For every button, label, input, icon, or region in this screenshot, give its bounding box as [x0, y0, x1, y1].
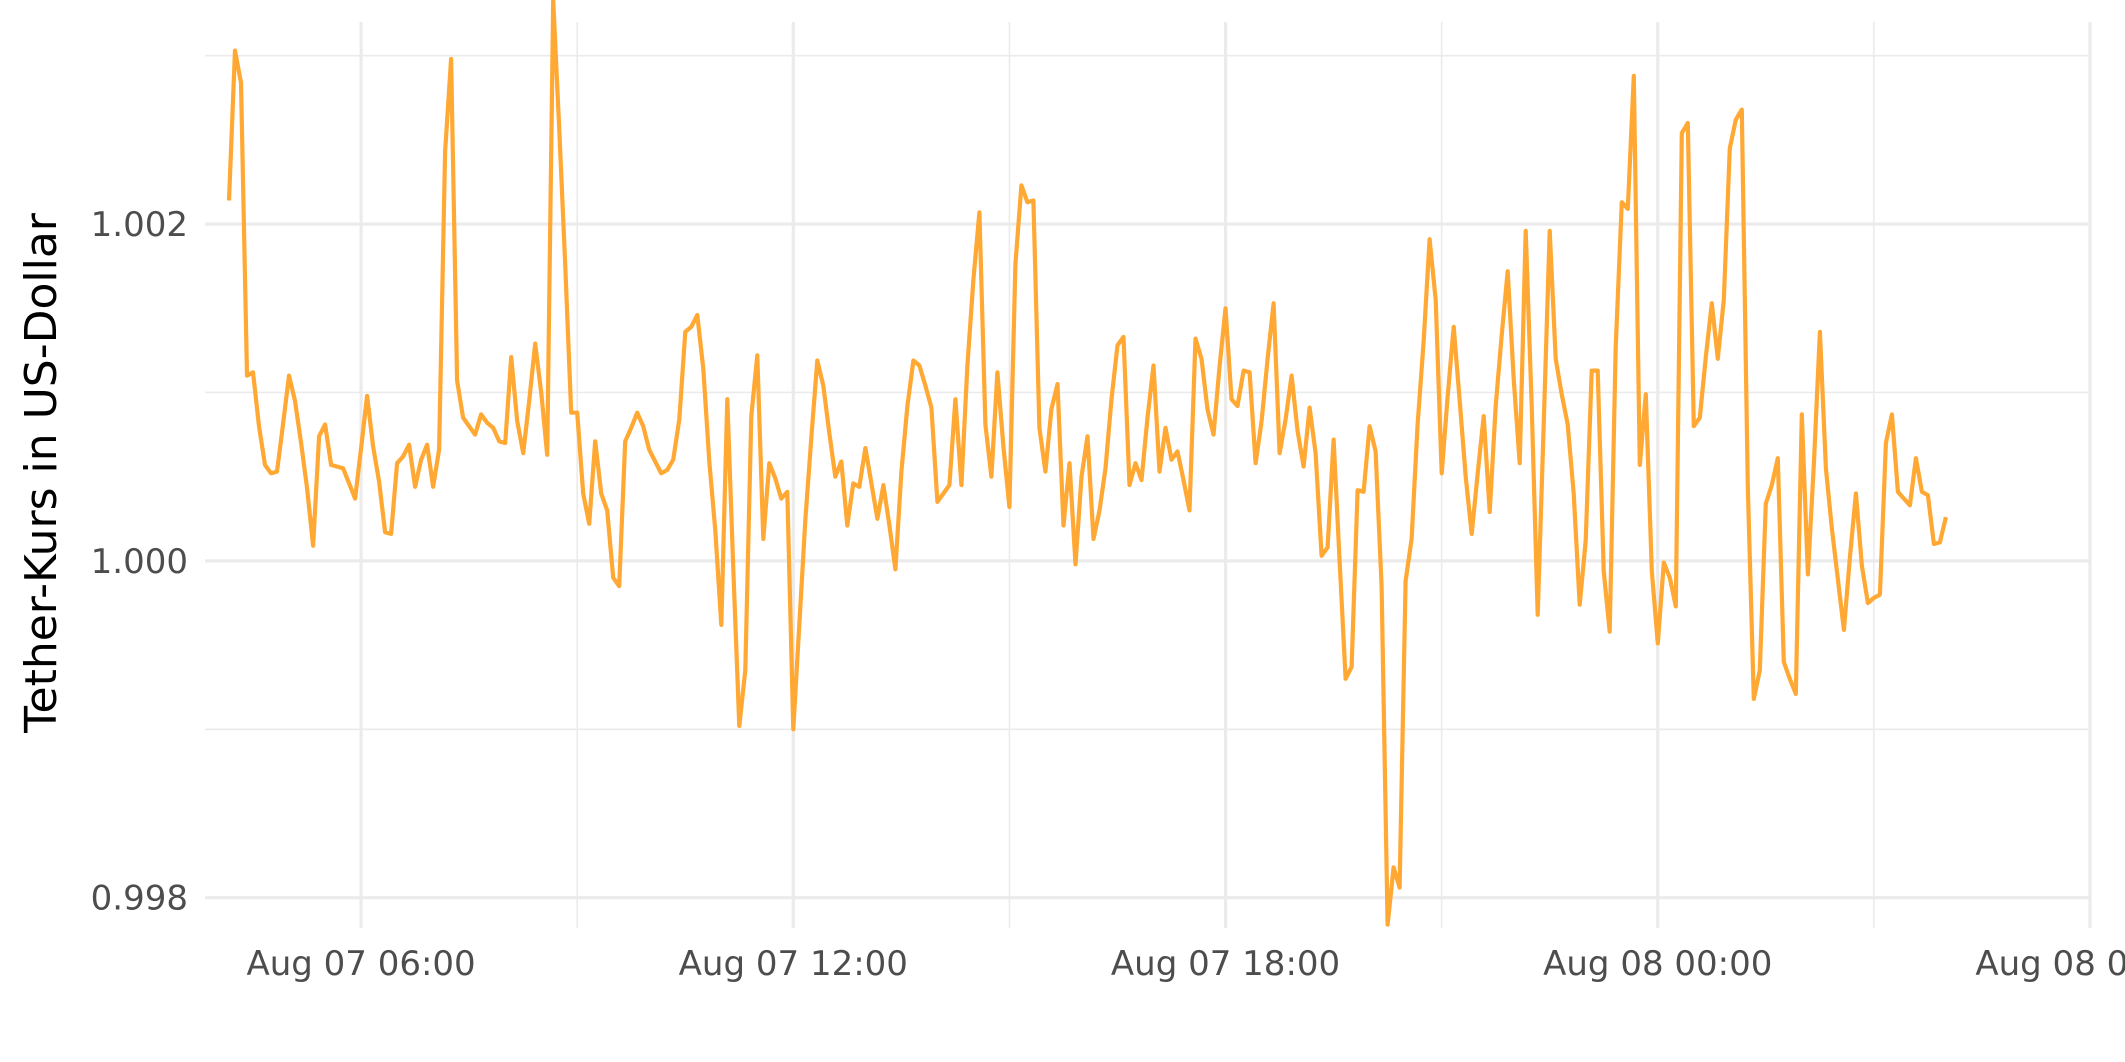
- y-axis-tick-labels: 0.998 1.000 1.002: [91, 205, 188, 919]
- x-tick-label: Aug 07 06:00: [246, 944, 475, 984]
- y-tick-label: 1.002: [91, 205, 188, 245]
- price-series-line: [226, 0, 1948, 927]
- x-tick-label: Aug 07 18:00: [1111, 944, 1340, 984]
- x-tick-label: Aug 08 06:00: [1975, 944, 2125, 984]
- minor-gridlines: [205, 22, 2090, 928]
- x-tick-label: Aug 07 12:00: [679, 944, 908, 984]
- major-gridlines: [205, 22, 2092, 928]
- y-axis-title: Tether-Kurs in US-Dollar: [16, 212, 67, 734]
- x-tick-label: Aug 08 00:00: [1543, 944, 1772, 984]
- x-axis-tick-labels: Aug 07 06:00 Aug 07 12:00 Aug 07 18:00 Aug …: [246, 944, 2125, 984]
- series-lines: [226, 0, 1948, 927]
- y-tick-label: 0.998: [91, 879, 188, 919]
- y-tick-label: 1.000: [91, 542, 188, 582]
